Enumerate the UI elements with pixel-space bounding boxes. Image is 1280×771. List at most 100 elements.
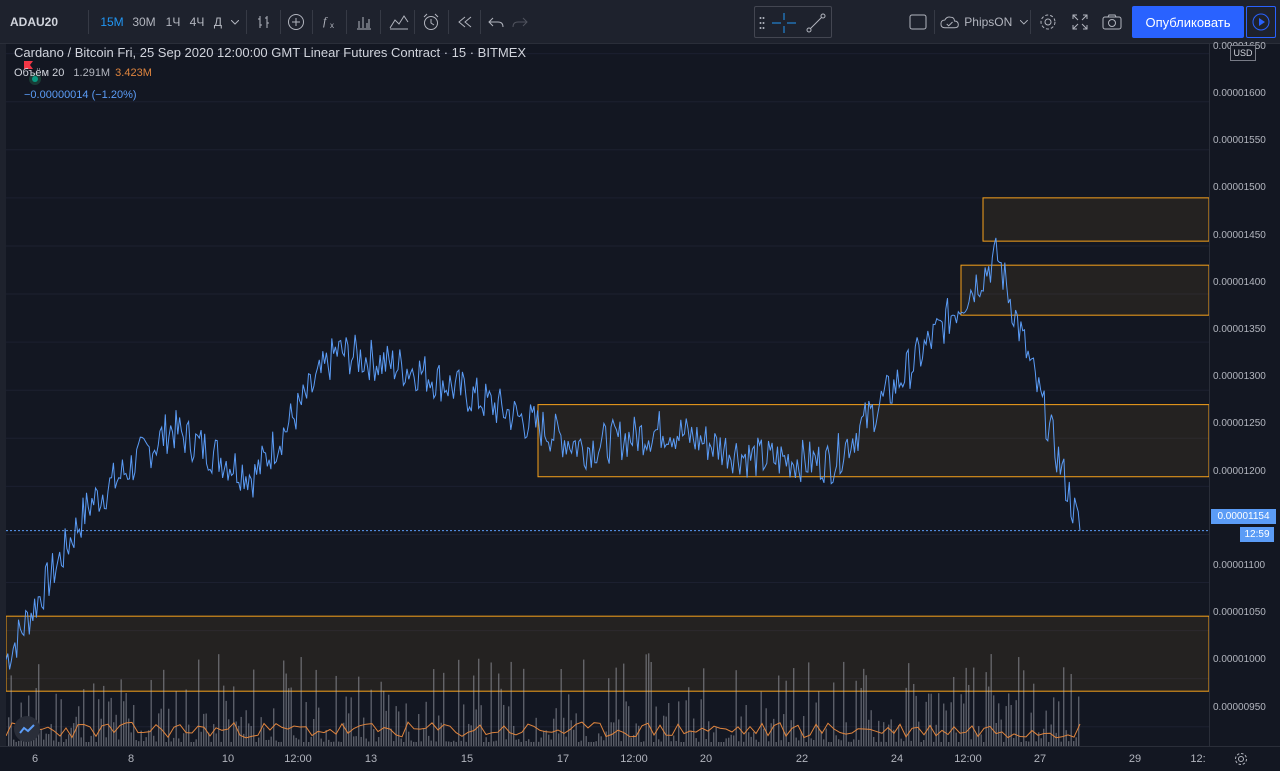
volume-bar xyxy=(45,733,47,746)
time-axis[interactable] xyxy=(0,746,1280,771)
volume-bar xyxy=(483,741,485,746)
interval-1h[interactable]: 1Ч xyxy=(165,15,181,29)
volume-bar xyxy=(160,708,162,746)
volume-bar xyxy=(590,741,592,746)
interval-15m[interactable]: 15M xyxy=(100,15,124,29)
price-label: 0.00001000 xyxy=(1213,654,1266,665)
volume-bar xyxy=(1040,738,1042,746)
volume-bar xyxy=(965,667,967,746)
volume-bar xyxy=(805,741,807,746)
compare-add-icon[interactable] xyxy=(284,9,308,35)
axis-settings-gear-icon[interactable] xyxy=(1234,752,1248,766)
volume-bar xyxy=(620,741,622,746)
symbol-search[interactable]: ADAU20 xyxy=(10,15,59,29)
volume-bar xyxy=(358,676,360,746)
flag-icon[interactable] xyxy=(22,60,34,72)
interval-day[interactable]: Д xyxy=(213,15,223,29)
fullscreen-icon[interactable] xyxy=(1066,9,1094,35)
settings-gear-icon[interactable] xyxy=(1034,9,1062,35)
volume-bar xyxy=(113,722,115,746)
volume-bar xyxy=(598,733,600,746)
volume-bar xyxy=(475,709,477,746)
volume-bar xyxy=(175,691,177,746)
play-icon xyxy=(1252,13,1270,31)
undo-icon[interactable] xyxy=(484,9,508,35)
price-label: 0.00001300 xyxy=(1213,371,1266,382)
play-button[interactable] xyxy=(1246,6,1276,38)
volume-bar xyxy=(80,737,82,746)
volume-bar xyxy=(1013,737,1015,746)
volume-bar xyxy=(775,742,777,746)
volume-bar xyxy=(818,691,820,746)
zone-rectangle xyxy=(960,264,1209,316)
volume-bar xyxy=(240,716,242,746)
volume-bar xyxy=(30,738,32,746)
volume-bar xyxy=(1035,741,1037,746)
account-menu[interactable]: PhipsON xyxy=(940,9,1028,35)
layout-icon[interactable] xyxy=(904,9,932,35)
volume-bar xyxy=(410,740,412,746)
volume-bar xyxy=(1045,710,1047,746)
price-axis[interactable] xyxy=(1209,44,1280,746)
volume-bar xyxy=(23,741,25,746)
price-chart[interactable] xyxy=(6,44,1209,746)
volume-bar xyxy=(540,737,542,746)
volume-bar xyxy=(1005,706,1007,746)
volume-bar xyxy=(913,683,915,746)
volume-bar xyxy=(120,679,122,746)
volume-bar xyxy=(728,737,730,746)
volume-bar xyxy=(290,687,292,746)
chart-pane[interactable] xyxy=(6,44,1209,746)
financials-icon[interactable] xyxy=(352,9,376,35)
volume-bar xyxy=(208,732,210,746)
volume-bar xyxy=(303,741,305,746)
replay-icon[interactable] xyxy=(452,9,478,35)
volume-bar xyxy=(1053,697,1055,746)
crosshair-icon[interactable] xyxy=(769,10,799,36)
volume-bar xyxy=(53,740,55,746)
trendline-icon[interactable] xyxy=(801,10,831,36)
volume-bar xyxy=(548,734,550,746)
svg-text:x: x xyxy=(330,21,334,30)
volume-bar xyxy=(583,659,585,746)
volume-bar xyxy=(210,741,212,746)
bar-style-icon[interactable] xyxy=(252,9,276,35)
volume-bar xyxy=(323,741,325,746)
volume-bar xyxy=(315,669,317,746)
volume-bar xyxy=(468,723,470,746)
volume-bar xyxy=(613,722,615,746)
volume-bar xyxy=(393,741,395,746)
volume-bar xyxy=(990,654,992,746)
interval-30m[interactable]: 30M xyxy=(132,15,156,29)
redo-icon[interactable] xyxy=(508,9,532,35)
volume-bar xyxy=(478,658,480,746)
volume-bar xyxy=(720,741,722,746)
volume-bar xyxy=(18,740,20,746)
volume-bar xyxy=(155,741,157,746)
camera-snapshot-icon[interactable] xyxy=(1098,9,1126,35)
currency-badge[interactable]: USD xyxy=(1230,45,1256,61)
volume-bar xyxy=(555,708,557,746)
symbol-description[interactable]: Cardano / Bitcoin Fri, 25 Sep 2020 12:00… xyxy=(14,45,527,60)
volume-bar xyxy=(723,741,725,746)
volume-bar xyxy=(100,718,102,746)
divider xyxy=(934,10,935,34)
publish-button[interactable]: Опубликовать xyxy=(1132,6,1244,38)
volume-bar xyxy=(308,741,310,746)
volume-bar xyxy=(193,741,195,746)
tradingview-logo-icon[interactable] xyxy=(14,716,40,742)
volume-bar xyxy=(1018,657,1020,746)
volume-bar xyxy=(1038,732,1040,746)
divider xyxy=(312,10,313,34)
interval-dropdown-icon[interactable] xyxy=(228,9,242,35)
drag-handle-icon[interactable] xyxy=(757,10,767,36)
alert-clock-icon[interactable] xyxy=(418,9,444,35)
volume-bar xyxy=(178,738,180,746)
templates-icon[interactable] xyxy=(386,9,412,35)
volume-bar xyxy=(1010,704,1012,746)
volume-bar xyxy=(520,741,522,746)
volume-bar xyxy=(675,740,677,746)
volume-bar xyxy=(425,701,427,746)
interval-4h[interactable]: 4Ч xyxy=(189,15,205,29)
